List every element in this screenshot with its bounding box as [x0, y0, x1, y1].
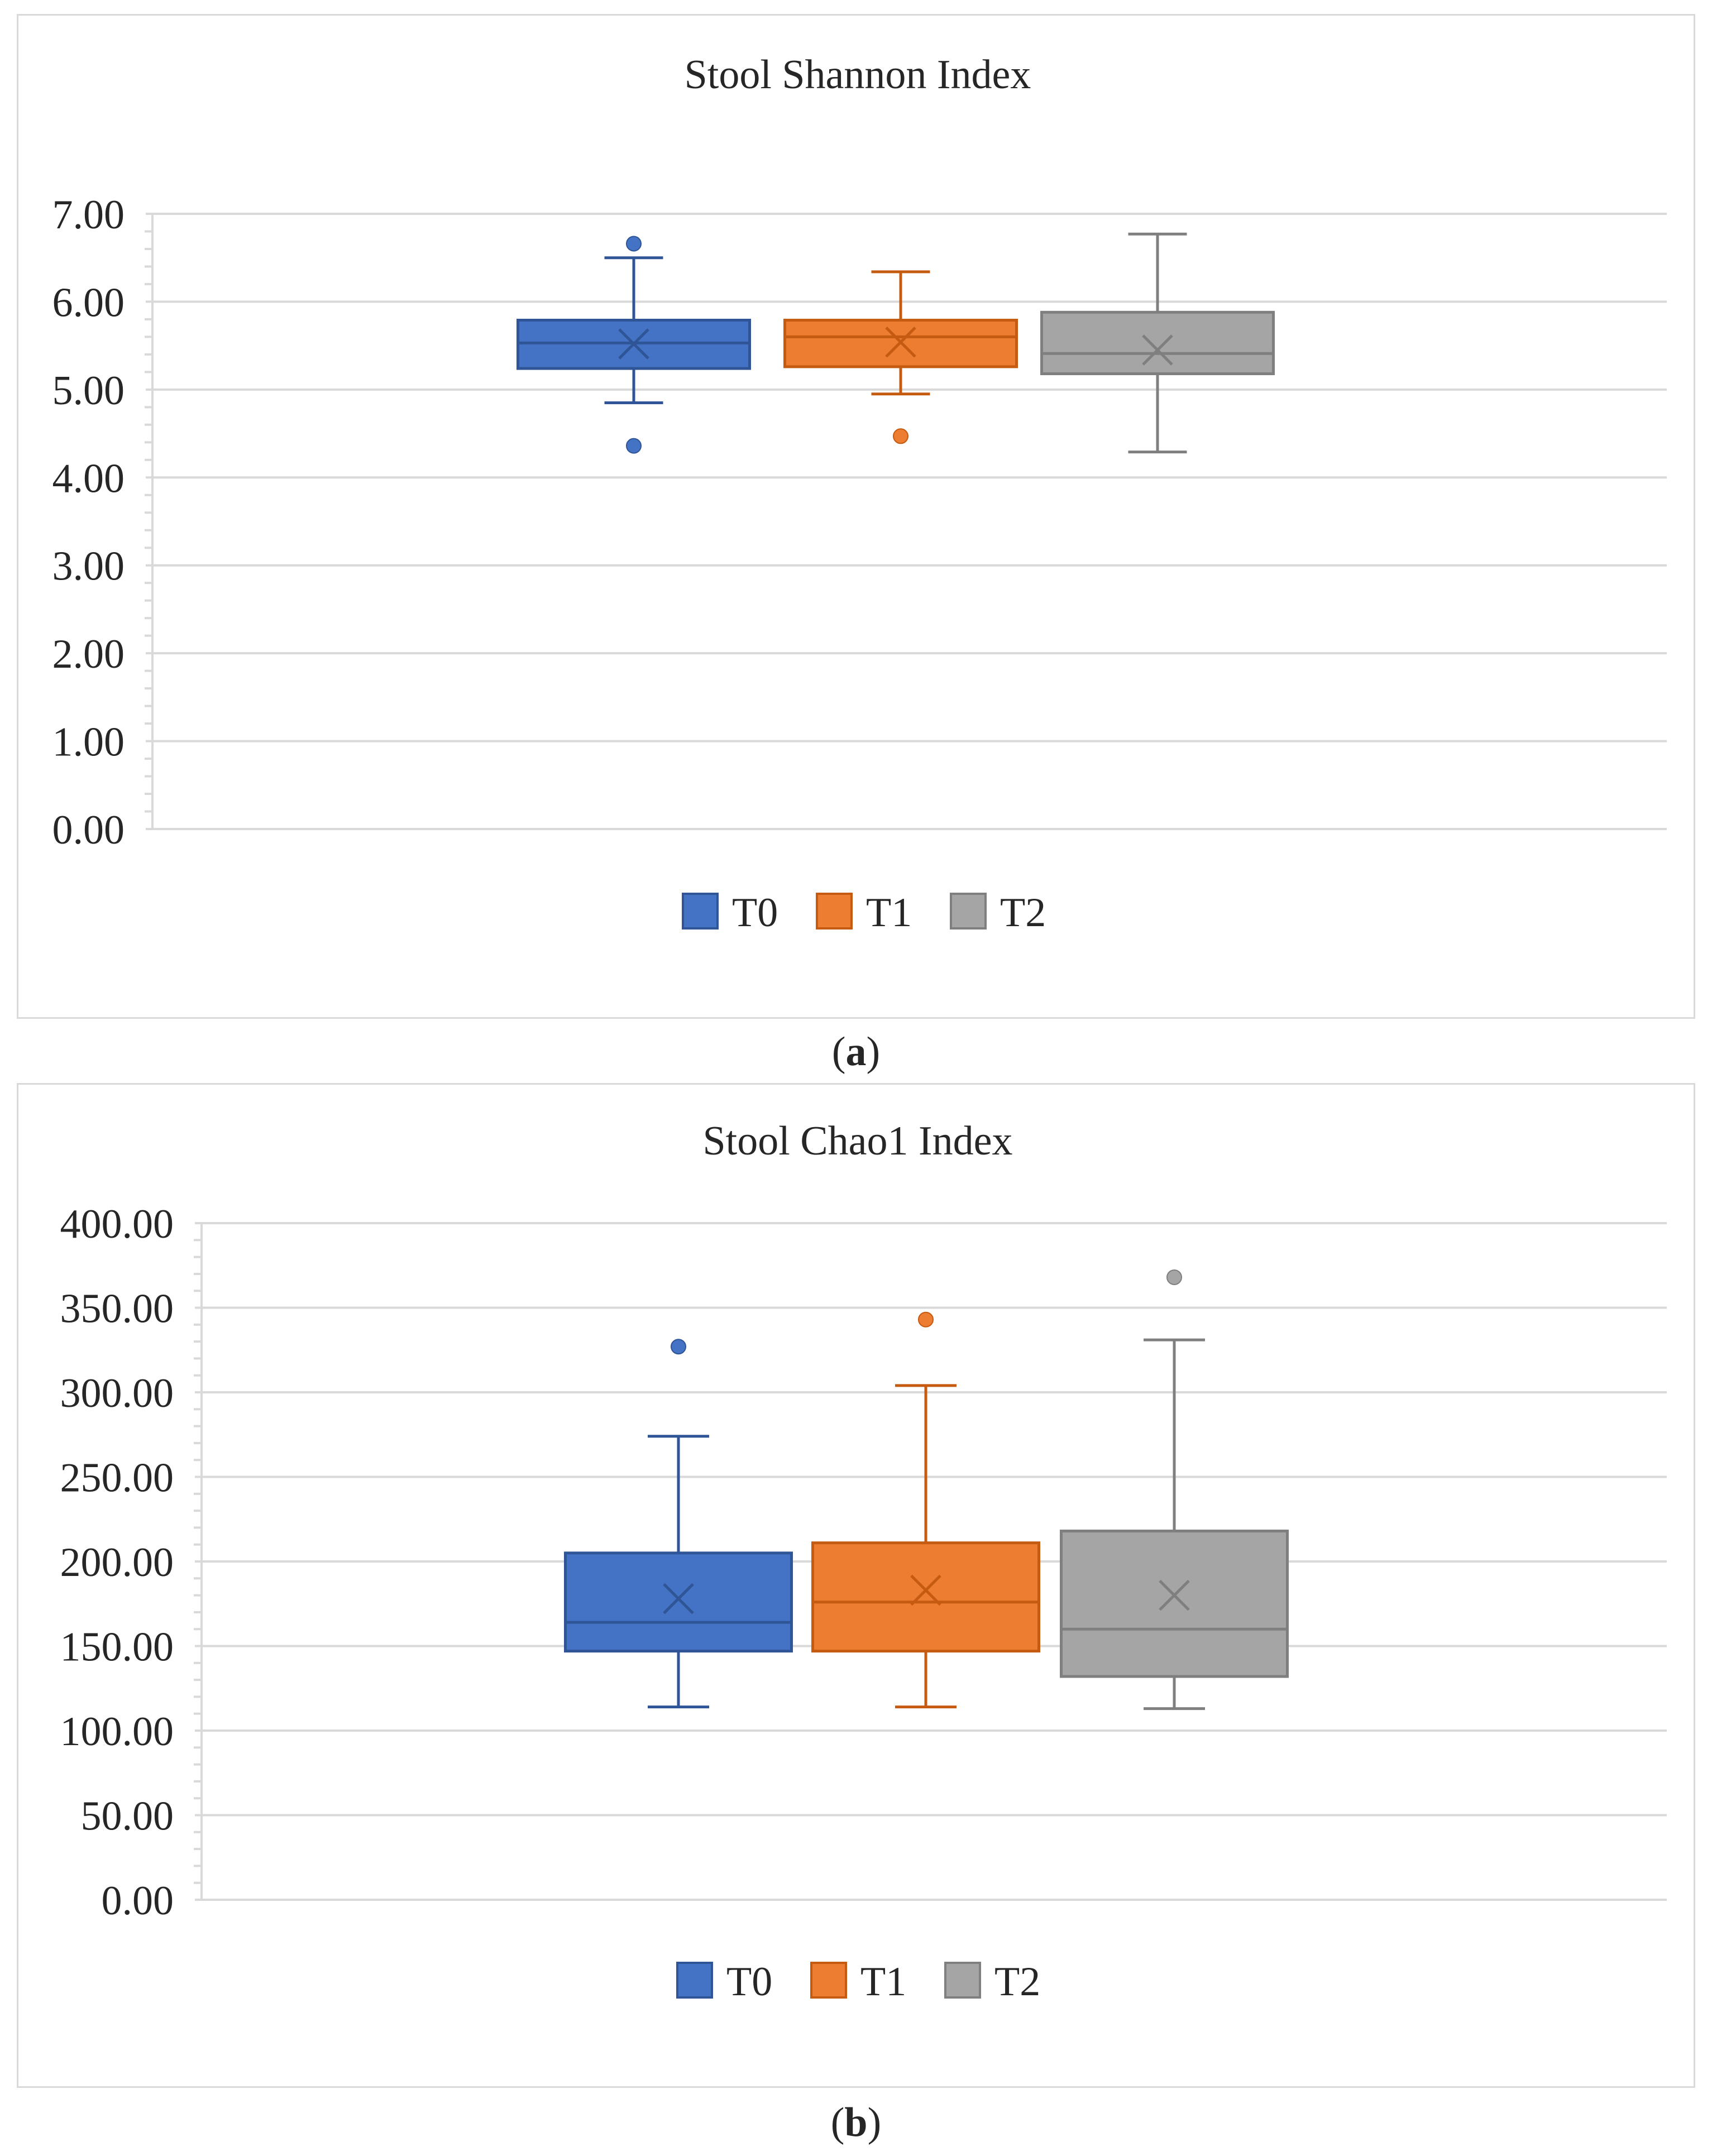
mean-marker: [1159, 1579, 1190, 1611]
outlier-point: [893, 428, 908, 444]
y-tick-label: 150.00: [60, 1625, 174, 1670]
mean-marker: [910, 1574, 941, 1606]
y-tick-label: 2.00: [52, 631, 125, 677]
outlier-point: [671, 1339, 686, 1355]
mean-marker: [618, 328, 649, 360]
box-t2: [1060, 1529, 1289, 1678]
chao1-box-plot: Stool Chao1 Index 0.00 50.00 100.00 150.00 20…: [60, 1118, 1667, 2005]
legend-label-t2: T2: [1000, 890, 1046, 936]
panel-b-label: b: [844, 2100, 868, 2145]
y-tick-label: 0.00: [52, 807, 125, 853]
chart-title: Stool Chao1 Index: [703, 1118, 1013, 1164]
y-tick-label: 6.00: [52, 280, 125, 325]
y-tick-label: 100.00: [60, 1709, 174, 1755]
chart-title: Stool Shannon Index: [685, 52, 1031, 98]
legend-swatch-t2: [944, 1962, 981, 1999]
y-tick-label: 300.00: [60, 1371, 174, 1416]
box-t0: [564, 1551, 793, 1653]
legend-label-t1: T1: [860, 1959, 906, 2005]
legend-swatch-t0: [682, 893, 719, 930]
y-tick-label: 50.00: [81, 1794, 174, 1839]
legend-swatch-t2: [950, 893, 987, 930]
chao1-chart-panel: Stool Chao1 Index 0.00 50.00 100.00 150.00 20…: [17, 1083, 1695, 2088]
y-tick-label: 400.00: [60, 1201, 174, 1247]
box-t2: [1040, 310, 1275, 376]
panel-a-caption: (a): [831, 1029, 881, 1075]
panel-a-label: a: [845, 1029, 867, 1075]
outlier-point: [626, 438, 642, 454]
y-tick-label: 0.00: [102, 1878, 174, 1924]
y-tick-label: 200.00: [60, 1540, 174, 1585]
mean-marker: [885, 327, 916, 358]
shannon-box-plot: Stool Shannon Index 0.00 1.00 2.00 3.00 4.00 5…: [52, 52, 1667, 936]
legend-label-t1: T1: [866, 890, 912, 936]
legend-swatch-t1: [810, 1962, 847, 1999]
y-tick-label: 1.00: [52, 720, 125, 765]
y-tick-label: 3.00: [52, 544, 125, 590]
shannon-chart-panel: Stool Shannon Index 0.00 1.00 2.00 3.00 4.00 5…: [17, 14, 1695, 1019]
legend-label-t0: T0: [726, 1959, 772, 2005]
legend-swatch-t1: [816, 893, 853, 930]
legend-swatch-t0: [676, 1962, 713, 1999]
mean-marker: [1142, 334, 1173, 366]
y-tick-label: 250.00: [60, 1455, 174, 1501]
outlier-point: [1166, 1269, 1182, 1285]
y-tick-label: 4.00: [52, 456, 125, 501]
outlier-point: [918, 1311, 934, 1328]
mean-marker: [663, 1583, 694, 1614]
box-t1: [811, 1541, 1040, 1653]
legend-label-t2: T2: [994, 1959, 1040, 2005]
y-tick-label: 350.00: [60, 1286, 174, 1332]
legend-label-t0: T0: [732, 890, 778, 936]
y-tick-label: 7.00: [52, 192, 125, 238]
outlier-point: [626, 236, 642, 252]
panel-b-caption: (b): [830, 2100, 882, 2145]
y-tick-label: 5.00: [52, 368, 125, 414]
